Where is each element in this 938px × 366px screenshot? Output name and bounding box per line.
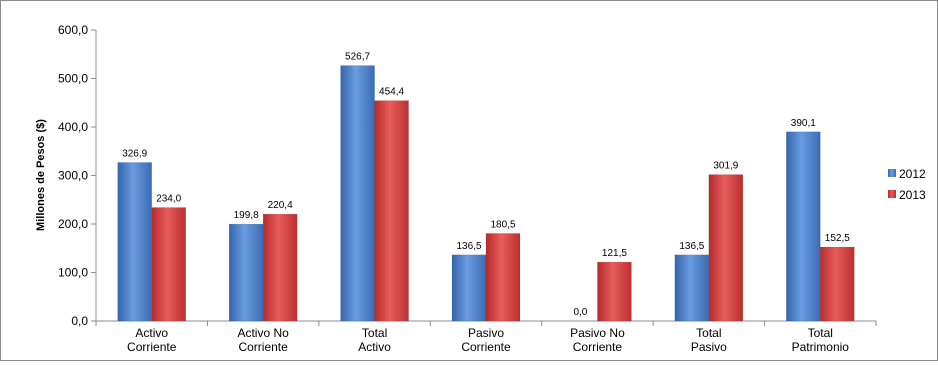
data-label-2012: 136,5 [679,241,704,252]
bar-2013 [151,207,186,322]
legend-label-2012: 2012 [899,167,926,181]
data-label-2013: 301,9 [713,161,738,172]
data-label-2013: 234,0 [156,194,181,205]
data-label-2013: 180,5 [490,219,515,230]
data-label-2012: 326,9 [122,148,147,159]
legend-swatch-2012 [888,169,896,177]
bar-2012 [117,162,152,322]
bar-2013 [820,246,855,322]
bar-2012 [340,65,375,322]
data-label-2012: 199,8 [234,210,259,221]
x-tick-label: Total Pasivo [691,326,727,354]
bar-2013 [708,174,744,322]
bar-2013 [485,233,521,322]
y-tick-label: 500,0 [58,72,88,86]
x-tick-label: Total Patrimonio [792,326,850,354]
y-tick-label: 200,0 [58,217,88,231]
data-label-2012: 0,0 [573,307,587,318]
bar-2012 [786,131,821,322]
y-axis-label: Millones de Pesos ($) [35,119,47,231]
data-label-2013: 220,4 [268,200,293,211]
data-label-2013: 121,5 [602,248,627,259]
data-label-2012: 136,5 [456,241,481,252]
x-tick-label: Total Activo [358,326,391,354]
x-tick-label: Pasivo Corriente [461,326,511,354]
x-tick-label: Activo Corriente [127,326,177,354]
legend-label-2013: 2013 [899,188,926,202]
bar-2013 [262,213,298,322]
y-tick-label: 0,0 [71,314,88,328]
y-tick-label: 100,0 [58,266,88,280]
data-label-2013: 152,5 [825,233,850,244]
bar-2012 [674,254,710,322]
bar-2012 [228,223,264,322]
y-tick-label: 600,0 [58,23,88,37]
legend: 2012 2013 [888,167,926,202]
bar-2012 [451,254,487,322]
legend-swatch-2013 [888,190,896,198]
data-label-2013: 454,4 [379,87,404,98]
bar-2013 [374,100,409,322]
data-label-2012: 390,1 [791,118,816,129]
x-tick-label: Activo No Corriente [237,326,289,354]
bar-2013 [597,261,632,322]
y-tick-label: 400,0 [58,120,88,134]
x-tick-label: Pasivo No Corriente [570,326,625,354]
y-tick-label: 300,0 [58,169,88,183]
data-label-2012: 526,7 [345,52,370,63]
